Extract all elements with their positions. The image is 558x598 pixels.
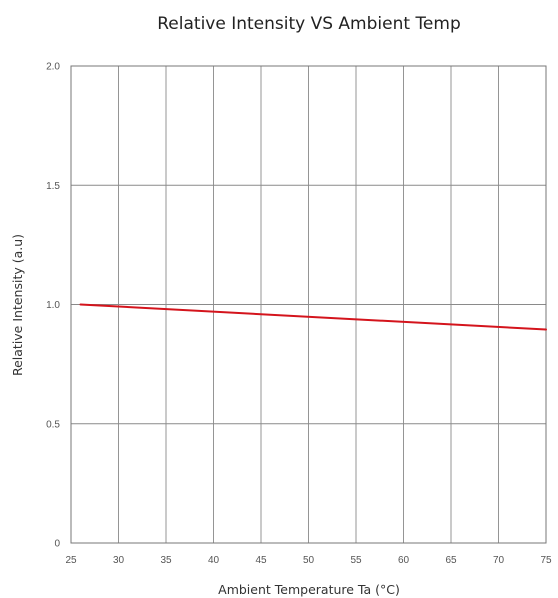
y-axis-label: Relative Intensity (a.u): [10, 234, 25, 376]
x-axis-label: Ambient Temperature Ta (°C): [218, 582, 400, 597]
x-axis-ticks: 25 30 35 40 45 50 55 60 65 70 75: [65, 555, 552, 566]
grid: [71, 66, 546, 543]
y-tick-label: 1.0: [46, 300, 60, 311]
y-tick-label: 1.5: [46, 181, 60, 192]
x-tick-label: 30: [113, 555, 125, 566]
x-tick-label: 70: [493, 555, 505, 566]
x-tick-label: 75: [540, 555, 552, 566]
x-tick-label: 65: [445, 555, 457, 566]
y-tick-label: 0: [54, 539, 60, 550]
x-tick-label: 35: [160, 555, 172, 566]
series-layer: [79, 303, 547, 331]
y-tick-label: 0.5: [46, 419, 60, 430]
x-tick-label: 25: [65, 555, 77, 566]
chart-title: Relative Intensity VS Ambient Temp: [157, 14, 461, 34]
plot-area: [70, 65, 547, 544]
x-tick-label: 45: [255, 555, 267, 566]
x-tick-label: 40: [208, 555, 220, 566]
x-tick-label: 55: [350, 555, 362, 566]
y-tick-label: 2.0: [46, 62, 60, 73]
x-tick-label: 60: [398, 555, 410, 566]
x-tick-label: 50: [303, 555, 315, 566]
series-line: [79, 303, 547, 331]
y-axis-ticks: 0 0.5 1.0 1.5 2.0: [46, 62, 60, 550]
